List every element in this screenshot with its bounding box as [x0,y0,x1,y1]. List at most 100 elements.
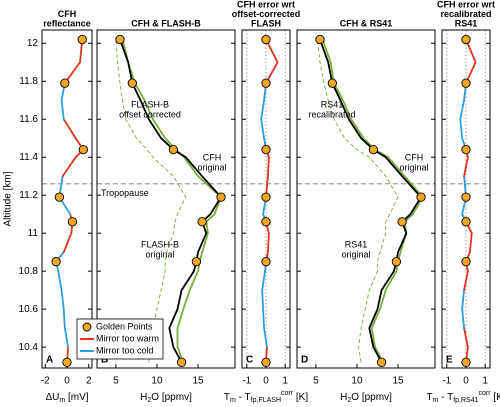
line-segment [461,308,465,330]
legend: Golden Points Mirror too warm Mirror too c… [76,318,164,360]
x-axis-label: H2O [ppmv] [340,392,392,404]
panel-frame [96,29,236,369]
golden-point [261,257,271,267]
y-tick-label: 10.4 [19,342,39,353]
panel-title: recalibrated [440,9,491,19]
line-segment [57,270,63,292]
y-tick-label: 12 [27,38,39,49]
annotation: original [145,249,174,259]
golden-point [416,192,426,202]
golden-point [261,144,271,155]
golden-point [60,78,70,88]
golden-point [368,144,379,155]
tropopause-label: Tropopause [101,188,149,198]
line-segment [461,289,465,311]
line-segment [260,99,265,121]
x-axis-label-part: [K] [491,392,500,403]
legend-label: Golden Points [96,321,153,331]
golden-point [461,257,471,267]
golden-point [62,357,72,367]
panel-title: FLASH [251,18,281,28]
x-axis-label-part: T [224,392,230,403]
x-tick-label: 15 [192,376,204,387]
series-group [317,39,424,363]
line-segment [60,289,65,311]
series-line [317,39,399,363]
golden-point [461,34,471,45]
panel-title: CFH [58,9,77,19]
x-tick-label: 1 [282,376,288,387]
panel-letter: B [101,355,108,366]
legend-marker [82,322,92,332]
x-axis-label: Tm - Tfp,FLASHcorr [K] [224,390,308,404]
x-axis-label-part: m [433,397,439,404]
series-line [121,39,222,363]
x-axis-label-part: T [426,392,432,403]
y-tick-label: 11.4 [19,152,38,163]
line-segment [267,232,270,254]
panel-frame [241,29,291,369]
x-axis-label-part: m [230,397,236,404]
x-tick-label: 2 [86,376,92,387]
x-axis-label-part: H [140,392,147,403]
line-segment [468,232,473,254]
golden-point [261,78,271,88]
y-tick-label: 10.6 [19,304,39,315]
y-axis-label: Altitude [km] [3,171,14,226]
golden-point [261,34,271,45]
series-line [119,39,222,363]
golden-point [397,217,407,227]
golden-point [191,257,202,267]
golden-point [261,357,271,367]
panel-title: CFH & RS41 [340,18,393,28]
y-tick-label: 11.2 [19,190,38,201]
panel-frame [296,29,436,369]
panel-letter: A [46,355,53,366]
line-segment [62,118,77,140]
x-axis-label-part: fp,FLASH [251,397,281,404]
panel-title: CFH & FLASH-B [131,18,201,28]
x-axis-label-part: 2 [147,397,151,404]
golden-point [54,192,65,202]
panel-letter: E [446,355,453,366]
y-tick-label: 11.6 [19,114,38,125]
x-axis-label-part: fp,RS41 [453,397,478,404]
x-axis-label-part: corr [479,390,492,397]
line-segment [62,308,66,330]
annotation: recalibrated [308,109,355,119]
x-tick-label: 10 [351,376,363,387]
x-tick-label: -1 [242,376,251,387]
line-segment [261,270,266,292]
panel-title: CFH error wrt [437,0,495,9]
series-line [319,39,422,363]
line-segment [260,118,265,140]
line-segment [262,308,265,330]
x-axis-label: H2O [ppmv] [140,392,192,404]
line-segment [62,232,73,254]
x-tick-label: -2 [41,376,50,387]
x-tick-label: 1 [482,376,488,387]
annotation: original [399,162,428,172]
x-axis-label-part: corr [281,390,294,397]
golden-point [51,257,61,267]
annotation: original [197,162,226,172]
line-segment [459,118,464,140]
line-segment [459,99,465,121]
line-segment [261,289,265,311]
panel-title: RS41 [455,18,478,28]
golden-point [461,217,471,227]
annotation: offset corrected [119,109,181,119]
panel-letter: C [246,355,253,366]
golden-point [115,34,125,45]
golden-point [176,357,187,367]
golden-point [197,217,207,227]
annotation: CFH [405,152,424,162]
x-tick-label: 15 [392,376,404,387]
line-segment [463,270,469,292]
golden-point [461,357,471,367]
line-segment [267,156,270,178]
